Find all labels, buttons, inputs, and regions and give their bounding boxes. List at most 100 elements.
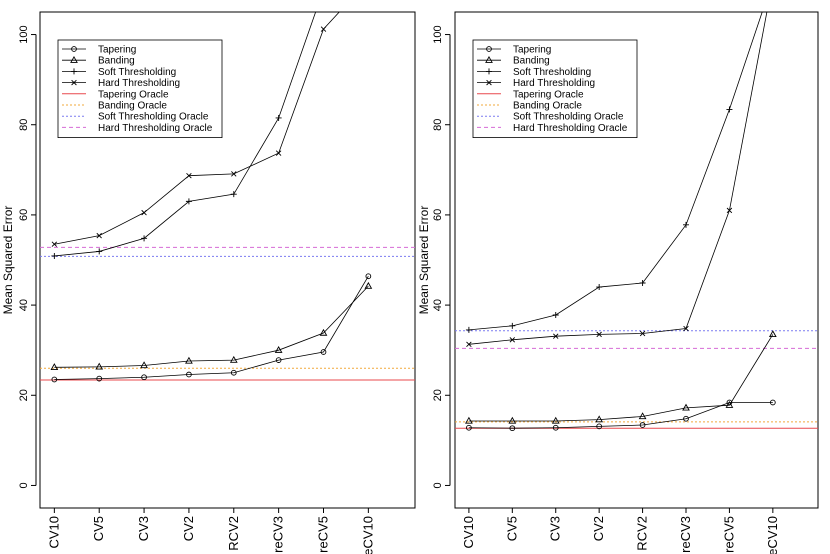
series-line	[468, 12, 763, 331]
data-point	[639, 422, 646, 428]
legend-label: Hard Thresholding Oracle	[513, 123, 628, 134]
y-tick-label: 0	[18, 482, 30, 488]
data-point	[186, 172, 192, 179]
x-tick-label: CV5	[91, 516, 106, 541]
data-point	[231, 171, 237, 177]
data-point	[508, 416, 517, 424]
legend-marker	[486, 79, 492, 86]
y-axis: 0 20 40 60 80 100	[432, 25, 451, 489]
data-point	[229, 355, 238, 363]
legend-label: Hard Thresholding Oracle	[98, 123, 213, 134]
data-point	[465, 326, 472, 333]
legend-label: Banding Oracle	[513, 101, 582, 112]
legend-label: Soft Thresholding	[98, 67, 176, 78]
data-point	[466, 424, 472, 431]
x-tick-label: CV10	[46, 516, 61, 549]
data-point	[466, 341, 472, 348]
data-point	[596, 423, 603, 430]
x-tick-label: CV10	[461, 516, 476, 549]
data-point	[141, 235, 148, 242]
series-line	[54, 276, 369, 380]
y-tick-label: 100	[432, 25, 444, 43]
legend-label: Hard Thresholding	[513, 78, 595, 89]
data-point	[768, 330, 777, 338]
data-point	[465, 416, 473, 424]
y-tick-label: 40	[432, 299, 444, 311]
legend-marker	[71, 46, 77, 52]
data-point	[275, 357, 282, 363]
data-point	[769, 399, 776, 406]
data-point	[639, 330, 646, 337]
y-axis-label: Mean Squared Error	[1, 206, 15, 315]
data-point	[141, 209, 147, 216]
y-tick-label: 20	[432, 389, 444, 401]
y-tick-label: 60	[432, 209, 444, 221]
data-point	[552, 312, 559, 319]
y-tick-label: 20	[18, 389, 30, 401]
legend-marker	[71, 79, 77, 86]
data-point	[185, 356, 193, 364]
data-point	[364, 281, 373, 289]
x-tick-label: reCV5	[721, 516, 736, 553]
data-point	[185, 198, 192, 205]
chart-panel-2: 0 20 40 60 80 100 Mean Squared Error CV10 CV5 CV3…	[417, 11, 819, 554]
data-point	[551, 416, 560, 424]
data-point	[509, 322, 516, 329]
legend-marker	[486, 46, 492, 52]
x-tick-label: CV2	[181, 516, 196, 541]
y-tick-label: 40	[18, 299, 30, 311]
series-line	[54, 285, 369, 368]
data-point	[275, 150, 282, 156]
legend-label: Soft Thresholding Oracle	[98, 112, 209, 123]
data-point	[141, 374, 147, 381]
y-tick-label: 80	[18, 119, 30, 131]
legend-marker	[485, 55, 493, 63]
data-point	[230, 191, 237, 198]
data-point	[51, 252, 58, 259]
data-point	[726, 207, 733, 214]
data-point	[96, 375, 103, 382]
legend-label: Banding Oracle	[98, 101, 167, 112]
x-tick-label: reCV3	[271, 516, 286, 553]
legend-label: Tapering	[98, 45, 136, 56]
data-series	[50, 12, 373, 383]
data-point	[509, 425, 516, 432]
data-point	[595, 415, 604, 423]
y-axis-label: Mean Squared Error	[417, 206, 431, 315]
legend-marker	[70, 55, 78, 63]
y-tick-label: 0	[432, 482, 444, 488]
legend-box	[472, 39, 638, 138]
x-tick-label: CV3	[136, 516, 151, 541]
oracle-lines	[40, 246, 415, 381]
data-point	[51, 376, 58, 383]
data-point	[96, 248, 103, 255]
series-line	[468, 334, 774, 422]
legend-label: Tapering Oracle	[98, 89, 169, 100]
x-tick-label: CV5	[504, 516, 519, 541]
y-tick-label: 80	[432, 119, 444, 131]
series-line	[468, 12, 768, 345]
data-point	[96, 232, 102, 239]
x-tick-label: reCV5	[315, 516, 330, 553]
legend-marker	[486, 68, 492, 75]
legend-label: Soft Thresholding Oracle	[513, 112, 624, 123]
legend-marker	[71, 68, 77, 75]
data-point	[274, 345, 283, 353]
data-point	[509, 337, 516, 343]
data-point	[682, 403, 690, 411]
legend-label: Tapering Oracle	[513, 89, 584, 100]
legend-box	[57, 39, 223, 138]
data-point	[320, 349, 327, 355]
data-point	[683, 325, 689, 332]
data-point	[596, 284, 603, 291]
data-point	[95, 362, 104, 370]
x-tick-label: CV2	[591, 516, 606, 541]
data-point	[552, 424, 559, 431]
data-point	[320, 26, 327, 32]
legend-label: Banding	[513, 56, 550, 67]
x-tick-label: reCV10	[360, 516, 375, 554]
data-point	[186, 371, 192, 378]
